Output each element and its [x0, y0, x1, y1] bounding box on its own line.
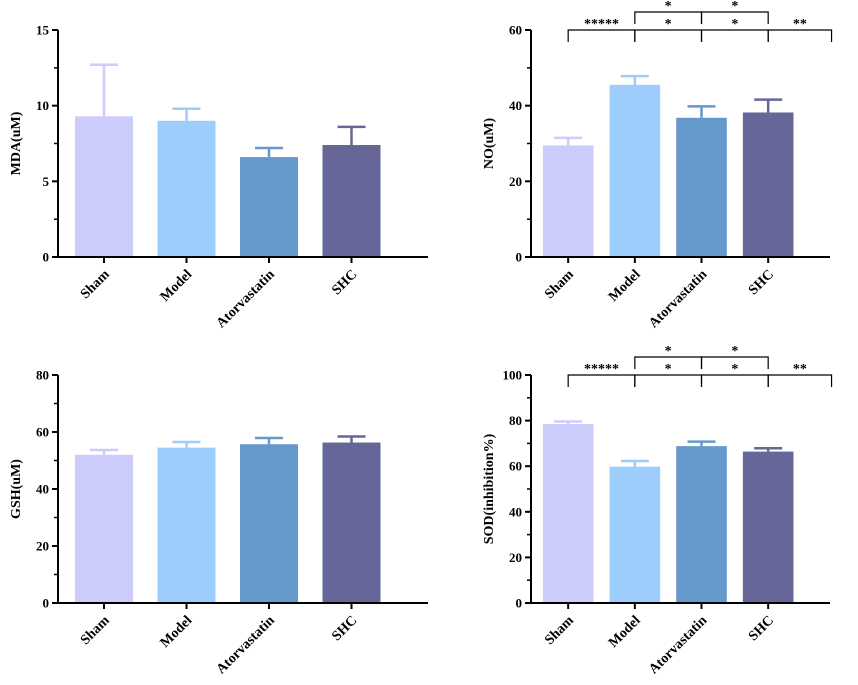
panel-mda: 0 5 10 15 MDA(uM) Sham Model Atorvastatin SHC — [9, 23, 428, 331]
significance-label: ***** — [584, 362, 619, 377]
y-axis-label: NO(uM) — [482, 118, 497, 170]
y-tick-label: 60 — [36, 425, 49, 440]
x-tick-label-shc: SHC — [746, 267, 777, 298]
y-tick-label: 40 — [509, 504, 522, 519]
x-tick-label-atorvastatin: Atorvastatin — [214, 267, 278, 331]
y-tick-label: 20 — [509, 174, 522, 189]
bar-atorvastatin — [676, 117, 727, 257]
y-tick-label: 0 — [516, 250, 523, 265]
x-tick-label-shc: SHC — [329, 613, 360, 644]
significance-bracket — [767, 374, 833, 387]
significance-label: * — [731, 362, 738, 377]
x-tick-label-sham: Sham — [542, 267, 577, 302]
x-tick-label-atorvastatin: Atorvastatin — [646, 613, 710, 677]
y-tick-label: 60 — [509, 23, 522, 38]
x-tick-label-sham: Sham — [542, 613, 577, 648]
y-tick-label: 80 — [509, 413, 522, 428]
bar-sham — [75, 116, 133, 257]
x-tick-label-shc: SHC — [746, 613, 777, 644]
y-tick-label: 0 — [516, 596, 523, 611]
y-tick-label: 100 — [503, 368, 523, 383]
y-tick-label: 15 — [36, 23, 50, 38]
y-tick-label: 5 — [43, 174, 50, 189]
bar-atorvastatin — [240, 157, 298, 257]
x-tick-label-model: Model — [606, 267, 644, 305]
significance-label: * — [731, 17, 738, 32]
x-tick-label-model: Model — [158, 613, 196, 651]
x-tick-label-atorvastatin: Atorvastatin — [214, 613, 278, 677]
bar-shc — [742, 112, 794, 257]
bar-atorvastatin — [240, 444, 298, 603]
x-tick-label-model: Model — [158, 267, 196, 305]
panel-sod: 0 20 40 60 80 100 SOD(inhibition%) Sham Model Ato… — [482, 344, 833, 677]
significance-label: ** — [793, 362, 807, 377]
y-tick-label: 20 — [509, 550, 522, 565]
significance-label: ** — [793, 17, 807, 32]
y-axis-label: SOD(inhibition%) — [482, 433, 497, 544]
significance-label: * — [731, 0, 738, 14]
bar-shc — [322, 442, 381, 603]
x-tick-label-shc: SHC — [329, 267, 360, 298]
y-tick-label: 60 — [509, 459, 522, 474]
bar-model — [609, 84, 661, 257]
y-tick-label: 0 — [43, 596, 50, 611]
bar-sham — [542, 424, 594, 603]
significance-label: * — [665, 362, 672, 377]
bar-shc — [322, 145, 381, 257]
significance-label: * — [731, 344, 738, 359]
y-axis-label: MDA(uM) — [9, 111, 24, 175]
bar-model — [609, 466, 661, 603]
x-tick-label-sham: Sham — [78, 267, 113, 302]
significance-label: * — [665, 17, 672, 32]
significance-label: * — [665, 0, 672, 14]
x-tick-label-sham: Sham — [78, 613, 113, 648]
y-tick-label: 40 — [509, 98, 522, 113]
y-axis-label: GSH(uM) — [9, 459, 24, 519]
significance-bracket — [767, 29, 833, 42]
y-tick-label: 0 — [43, 250, 50, 265]
bar-sham — [542, 145, 594, 257]
y-tick-label: 80 — [36, 368, 49, 383]
bar-shc — [742, 451, 794, 603]
significance-label: ***** — [584, 17, 619, 32]
y-tick-label: 10 — [36, 98, 49, 113]
bar-atorvastatin — [676, 446, 727, 603]
y-tick-label: 20 — [36, 539, 49, 554]
bar-model — [157, 447, 216, 603]
significance-bracket — [700, 356, 769, 369]
panel-gsh: 0 20 40 60 80 GSH(uM) Sham Model Atorvastatin SHC — [9, 368, 428, 677]
x-tick-label-model: Model — [606, 613, 644, 651]
significance-bracket — [700, 11, 769, 24]
bar-model — [157, 120, 216, 257]
x-tick-label-atorvastatin: Atorvastatin — [646, 267, 710, 331]
significance-label: * — [665, 344, 672, 359]
bar-sham — [75, 454, 133, 603]
y-tick-label: 40 — [36, 482, 49, 497]
